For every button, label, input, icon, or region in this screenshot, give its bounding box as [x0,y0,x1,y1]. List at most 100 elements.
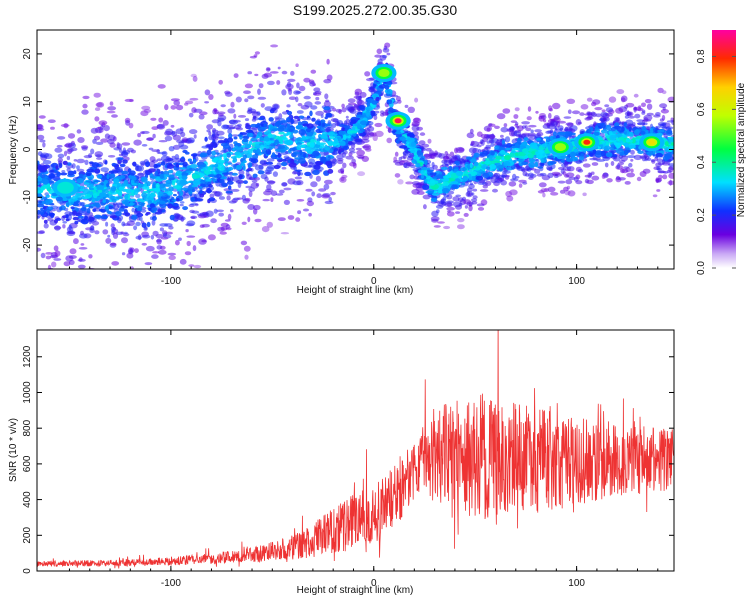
spectrogram-cell [224,163,229,166]
spectrogram-cell [582,192,587,197]
spectrogram-cell [651,159,656,164]
spectrogram-cell [514,152,519,157]
spectrogram-cell [625,102,635,108]
spectrogram-cell [338,130,346,135]
spectrogram-cell [43,219,48,224]
spectrogram-hotspot [394,118,402,124]
spectrogram-cell [98,128,102,133]
spectrogram-cell [552,136,557,139]
spectrogram-cell [586,97,593,102]
spectrogram-cell [528,124,537,128]
spectrogram-cell [512,173,517,180]
spectrogram-cell [288,96,297,100]
spectrogram-cell [58,162,63,169]
spectrogram-cell [45,255,52,260]
spectrogram-cell [446,211,455,217]
spectrogram-cell [167,252,177,256]
spectrogram-cell [296,199,305,202]
spectrogram-cell [114,211,122,217]
spectrogram-cell [123,231,128,235]
spectrogram-cell [509,130,516,137]
spectrogram-cell [605,124,612,131]
spectrogram-cell [230,101,235,108]
spectrogram-cell [309,81,316,87]
spectrogram-cell [179,201,185,204]
spectrogram-cell [244,98,249,103]
spectrogram-cell [172,144,181,150]
spectrogram-cell [242,138,249,143]
spectrogram-cell [232,119,241,123]
spectrogram-cell [489,163,497,170]
spectrogram-cell [131,182,138,186]
spectrogram-cell [628,115,635,119]
snr-frame [36,329,675,572]
spectrogram-cell [514,123,519,127]
spectrogram-cell [173,100,180,106]
spectrogram-cell [212,109,217,115]
spectrogram-cell [156,238,162,245]
spectrogram-cell [655,112,661,116]
spectrogram-cell [366,125,375,132]
spectrogram-cell [419,132,426,136]
spectrogram-cell [567,190,576,197]
spectrogram-cell [90,148,95,155]
spectrogram-cell [151,126,159,130]
spectrogram-cell [159,223,169,227]
spectrogram-cell [655,152,663,158]
spectrogram-cell [544,122,553,126]
spectrogram-cell [457,147,465,152]
spectrogram-cell [374,130,384,137]
spectrogram-cell [106,110,116,114]
spectrogram-cell [44,176,48,179]
spectrogram-cell [265,171,271,175]
spectrogram-cell [615,107,624,114]
spectrogram-cell [92,138,97,144]
spectrogram-cell [135,193,141,199]
spectrogram-cell [138,234,142,241]
spectrogram-cell [227,128,233,135]
spectrogram-cell [185,229,189,233]
spectrogram-cell [431,218,439,223]
spectrogram-cell [671,120,674,125]
spectrogram-cell [442,175,450,179]
spectrogram-cell [149,173,154,179]
spectrogram-cell [54,147,63,153]
spectrogram-cell [105,205,109,209]
spectrogram-cell [149,156,156,162]
spectrogram-cell [524,125,528,129]
spectrogram-cell [208,197,216,202]
spectrogram-cell [438,201,444,205]
spectrogram-cell [62,224,66,229]
spectrogram-cell [306,115,311,119]
spectrogram-cell [301,135,306,140]
spectrogram-cell [429,179,435,184]
spectrogram-cell [219,178,225,184]
spectrogram-cell [76,129,82,134]
spectrogram-cell [130,149,136,154]
spectrogram-cell [591,175,600,181]
spectrogram-cell [468,176,473,181]
spectrogram-cell [156,199,160,203]
spectrogram-cell [286,123,291,128]
spectrogram-cell [594,150,603,156]
spectrogram-cell [168,186,174,192]
spectrogram-cell [459,167,467,172]
spectrogram-cell [50,126,55,130]
spectrogram-cell [128,247,133,254]
spectrogram-cell [252,149,257,154]
spectrogram-cell [514,107,520,112]
spectrogram-cell [121,237,128,244]
spectrogram-cell [603,117,607,121]
spectrogram-cell [94,107,101,111]
spectrogram-cell [169,214,175,221]
spectrogram-cell [128,122,134,129]
spectrogram-cell [486,140,491,144]
spectrogram-cell [149,203,155,209]
spectrogram-cell [132,176,137,181]
spectrogram-cell [55,217,62,221]
spectrogram-cell [281,137,288,141]
spectrogram-cell [321,194,330,199]
spectrogram-cell [244,254,249,260]
spectrogram-cell [563,186,569,192]
